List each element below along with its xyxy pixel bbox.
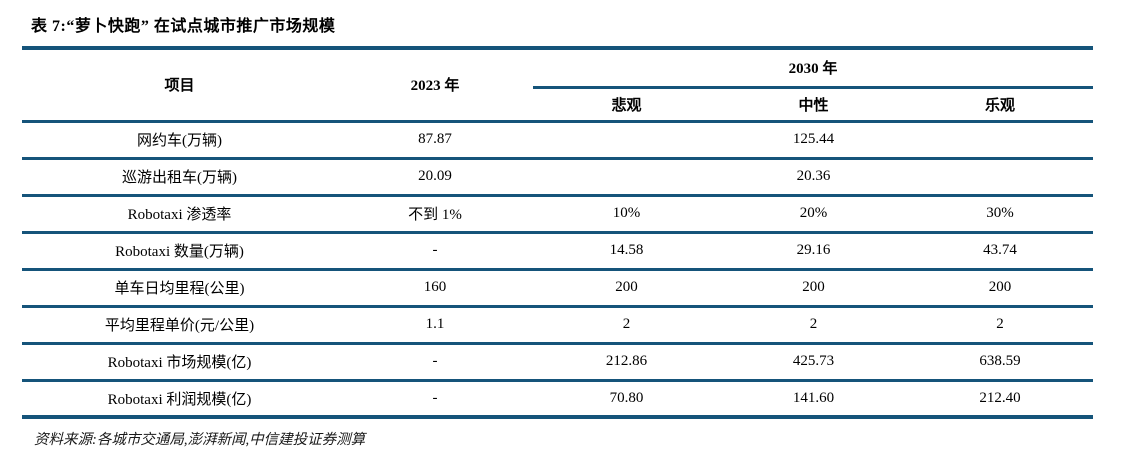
cell-neutral: 20% bbox=[720, 195, 907, 234]
source-note: 资料来源:各城市交通局,澎湃新闻,中信建投证券测算 bbox=[34, 432, 366, 448]
row-label: Robotaxi 数量(万辆) bbox=[22, 232, 337, 271]
header-2030: 2030 年 bbox=[533, 48, 1094, 89]
cell-pessimistic: 212.86 bbox=[533, 343, 720, 382]
table-row: Robotaxi 数量(万辆) - 14.58 29.16 43.74 bbox=[22, 232, 1094, 271]
header-2023: 2023 年 bbox=[337, 48, 533, 123]
cell-2023: 20.09 bbox=[337, 158, 533, 197]
table-title: 表 7:“萝卜快跑” 在试点城市推广市场规模 bbox=[31, 18, 336, 35]
cell-2023: 1.1 bbox=[337, 306, 533, 345]
table-body: 网约车(万辆) 87.87 125.44 巡游出租车(万辆) 20.09 20.… bbox=[22, 121, 1094, 419]
cell-neutral: 2 bbox=[720, 306, 907, 345]
table-row: Robotaxi 市场规模(亿) - 212.86 425.73 638.59 bbox=[22, 343, 1094, 382]
cell-optimistic bbox=[907, 158, 1094, 197]
row-label: Robotaxi 市场规模(亿) bbox=[22, 343, 337, 382]
cell-optimistic: 200 bbox=[907, 269, 1094, 308]
cell-optimistic: 30% bbox=[907, 195, 1094, 234]
cell-2023: 不到 1% bbox=[337, 195, 533, 234]
cell-neutral: 29.16 bbox=[720, 232, 907, 271]
cell-pessimistic bbox=[533, 158, 720, 197]
header-scenario-neutral: 中性 bbox=[720, 87, 907, 123]
table-row: Robotaxi 渗透率 不到 1% 10% 20% 30% bbox=[22, 195, 1094, 234]
table-row: Robotaxi 利润规模(亿) - 70.80 141.60 212.40 bbox=[22, 380, 1094, 419]
cell-neutral: 125.44 bbox=[720, 121, 907, 160]
table-header: 项目 2023 年 2030 年 悲观 中性 乐观 bbox=[22, 48, 1094, 123]
cell-2023: - bbox=[337, 380, 533, 419]
table-row: 巡游出租车(万辆) 20.09 20.36 bbox=[22, 158, 1094, 197]
cell-neutral: 141.60 bbox=[720, 380, 907, 419]
cell-pessimistic: 70.80 bbox=[533, 380, 720, 419]
row-label: Robotaxi 渗透率 bbox=[22, 195, 337, 234]
row-label: 平均里程单价(元/公里) bbox=[22, 306, 337, 345]
cell-pessimistic bbox=[533, 121, 720, 160]
cell-2023: 160 bbox=[337, 269, 533, 308]
market-scale-table: 项目 2023 年 2030 年 悲观 中性 乐观 网约车(万辆) 87.87 … bbox=[22, 46, 1094, 419]
cell-pessimistic: 10% bbox=[533, 195, 720, 234]
cell-2023: - bbox=[337, 343, 533, 382]
cell-pessimistic: 14.58 bbox=[533, 232, 720, 271]
table-row: 平均里程单价(元/公里) 1.1 2 2 2 bbox=[22, 306, 1094, 345]
cell-2023: 87.87 bbox=[337, 121, 533, 160]
header-scenario-pessimistic: 悲观 bbox=[533, 87, 720, 123]
cell-neutral: 20.36 bbox=[720, 158, 907, 197]
row-label: 单车日均里程(公里) bbox=[22, 269, 337, 308]
header-item: 项目 bbox=[22, 48, 337, 123]
header-scenario-optimistic: 乐观 bbox=[907, 87, 1094, 123]
cell-neutral: 200 bbox=[720, 269, 907, 308]
cell-neutral: 425.73 bbox=[720, 343, 907, 382]
table-row: 网约车(万辆) 87.87 125.44 bbox=[22, 121, 1094, 160]
cell-pessimistic: 2 bbox=[533, 306, 720, 345]
cell-optimistic: 2 bbox=[907, 306, 1094, 345]
cell-pessimistic: 200 bbox=[533, 269, 720, 308]
report-table-section: 表 7:“萝卜快跑” 在试点城市推广市场规模 项目 2023 年 2030 年 … bbox=[22, 0, 1094, 449]
cell-optimistic: 212.40 bbox=[907, 380, 1094, 419]
table-row: 单车日均里程(公里) 160 200 200 200 bbox=[22, 269, 1094, 308]
cell-2023: - bbox=[337, 232, 533, 271]
row-label: 网约车(万辆) bbox=[22, 121, 337, 160]
cell-optimistic: 638.59 bbox=[907, 343, 1094, 382]
row-label: Robotaxi 利润规模(亿) bbox=[22, 380, 337, 419]
cell-optimistic bbox=[907, 121, 1094, 160]
row-label: 巡游出租车(万辆) bbox=[22, 158, 337, 197]
cell-optimistic: 43.74 bbox=[907, 232, 1094, 271]
